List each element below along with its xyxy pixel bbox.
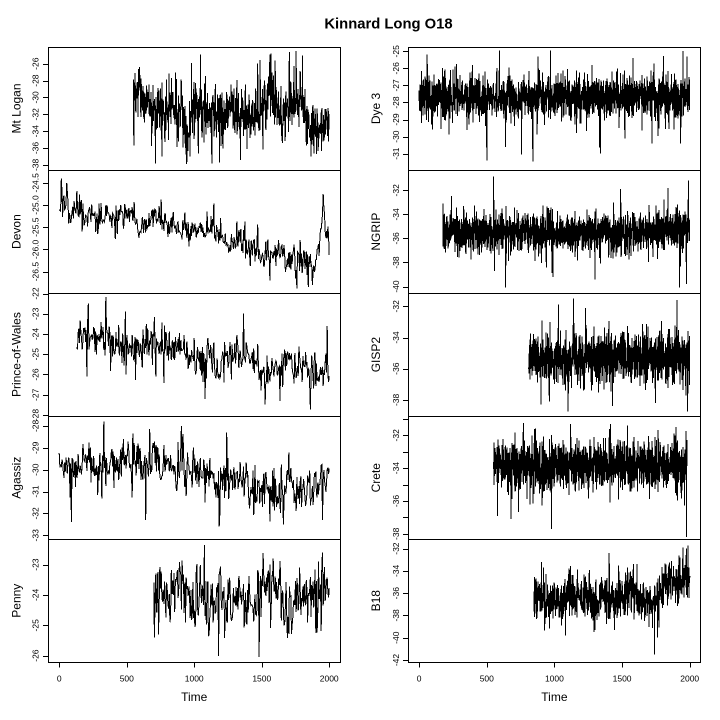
svg-text:-32: -32 bbox=[391, 300, 401, 313]
svg-text:-26: -26 bbox=[31, 57, 41, 70]
svg-text:1500: 1500 bbox=[252, 674, 271, 684]
svg-text:-23: -23 bbox=[31, 307, 41, 320]
svg-text:Kinnard Long O18: Kinnard Long O18 bbox=[324, 16, 452, 32]
svg-text:500: 500 bbox=[480, 674, 494, 684]
svg-text:-24.5: -24.5 bbox=[31, 173, 41, 193]
svg-text:-25.0: -25.0 bbox=[31, 195, 41, 215]
svg-text:-34: -34 bbox=[391, 208, 401, 221]
svg-text:Devon: Devon bbox=[9, 214, 23, 249]
svg-text:-32: -32 bbox=[391, 542, 401, 555]
svg-text:2000: 2000 bbox=[320, 674, 339, 684]
svg-text:GISP2: GISP2 bbox=[369, 337, 383, 373]
svg-text:-25: -25 bbox=[391, 45, 401, 58]
svg-text:-34: -34 bbox=[31, 125, 41, 138]
svg-text:-29: -29 bbox=[391, 113, 401, 126]
svg-text:-30: -30 bbox=[31, 463, 41, 476]
svg-text:Crete: Crete bbox=[369, 463, 383, 493]
svg-text:-38: -38 bbox=[391, 393, 401, 406]
svg-text:Prince-of-Wales: Prince-of-Wales bbox=[9, 312, 23, 397]
svg-text:-32: -32 bbox=[391, 184, 401, 197]
svg-text:-32: -32 bbox=[391, 429, 401, 442]
svg-text:1000: 1000 bbox=[545, 674, 564, 684]
svg-text:B18: B18 bbox=[369, 590, 383, 612]
svg-text:-26.5: -26.5 bbox=[31, 262, 41, 282]
svg-text:Mt Logan: Mt Logan bbox=[9, 83, 23, 133]
svg-text:-31: -31 bbox=[391, 147, 401, 160]
svg-text:Time: Time bbox=[181, 690, 208, 704]
svg-text:-30: -30 bbox=[391, 130, 401, 143]
svg-text:-33: -33 bbox=[31, 529, 41, 542]
svg-text:-36: -36 bbox=[391, 587, 401, 600]
svg-text:-29: -29 bbox=[31, 441, 41, 454]
svg-text:-23: -23 bbox=[31, 558, 41, 571]
svg-text:2000: 2000 bbox=[680, 674, 699, 684]
svg-text:-36: -36 bbox=[31, 142, 41, 155]
svg-text:-34: -34 bbox=[391, 564, 401, 577]
svg-text:1000: 1000 bbox=[185, 674, 204, 684]
svg-text:-38: -38 bbox=[31, 158, 41, 171]
svg-text:NGRIP: NGRIP bbox=[369, 213, 383, 251]
svg-text:-26: -26 bbox=[31, 649, 41, 662]
svg-text:-36: -36 bbox=[391, 495, 401, 508]
svg-text:-26: -26 bbox=[31, 368, 41, 381]
svg-text:-34: -34 bbox=[391, 462, 401, 475]
svg-text:-22: -22 bbox=[31, 287, 41, 300]
svg-text:-38: -38 bbox=[391, 256, 401, 269]
svg-text:-25: -25 bbox=[31, 619, 41, 632]
svg-text:-28: -28 bbox=[31, 74, 41, 87]
svg-text:1500: 1500 bbox=[613, 674, 632, 684]
svg-text:-38: -38 bbox=[391, 527, 401, 540]
svg-text:500: 500 bbox=[120, 674, 134, 684]
svg-text:0: 0 bbox=[57, 674, 62, 684]
svg-text:-26: -26 bbox=[391, 62, 401, 75]
svg-text:-36: -36 bbox=[391, 232, 401, 245]
svg-text:-38: -38 bbox=[391, 609, 401, 622]
svg-text:0: 0 bbox=[417, 674, 422, 684]
svg-text:-25: -25 bbox=[31, 348, 41, 361]
svg-text:-27: -27 bbox=[31, 388, 41, 401]
svg-text:Time: Time bbox=[541, 690, 568, 704]
svg-text:-28: -28 bbox=[391, 96, 401, 109]
svg-text:-40: -40 bbox=[391, 631, 401, 644]
svg-text:-24: -24 bbox=[31, 328, 41, 341]
svg-text:-32: -32 bbox=[31, 507, 41, 520]
svg-text:Penny: Penny bbox=[9, 584, 23, 618]
svg-text:-42: -42 bbox=[391, 654, 401, 667]
svg-text:-40: -40 bbox=[391, 280, 401, 293]
svg-text:Agassiz: Agassiz bbox=[9, 457, 23, 499]
svg-text:-28: -28 bbox=[31, 419, 41, 432]
svg-text:-28: -28 bbox=[31, 409, 41, 422]
svg-text:-34: -34 bbox=[391, 331, 401, 344]
svg-text:Dye 3: Dye 3 bbox=[369, 93, 383, 125]
svg-text:-36: -36 bbox=[391, 362, 401, 375]
svg-text:-31: -31 bbox=[31, 485, 41, 498]
svg-text:-25.5: -25.5 bbox=[31, 217, 41, 237]
svg-text:-30: -30 bbox=[31, 91, 41, 104]
svg-text:-24: -24 bbox=[31, 588, 41, 601]
svg-text:-26.0: -26.0 bbox=[31, 239, 41, 259]
svg-text:-27: -27 bbox=[391, 79, 401, 92]
svg-text:-32: -32 bbox=[31, 108, 41, 121]
